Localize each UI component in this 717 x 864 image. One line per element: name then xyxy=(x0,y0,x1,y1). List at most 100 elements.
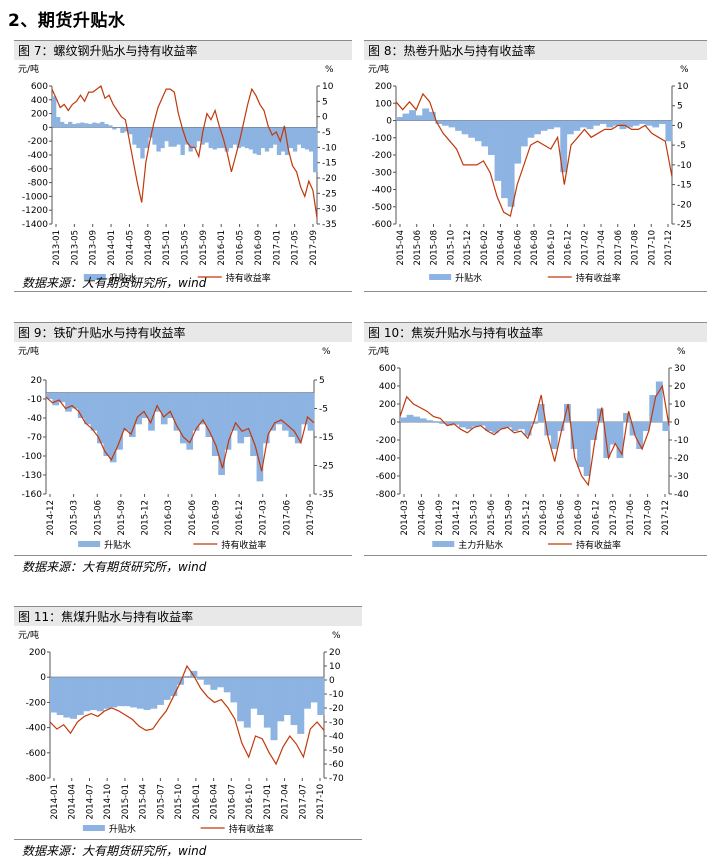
chart1-left-tick-label: -100 xyxy=(372,134,393,144)
chart2-yield-line xyxy=(45,396,315,472)
chart2-x-tick-label: 2017-09 xyxy=(306,500,316,536)
chart0-basis-bar xyxy=(300,127,306,149)
chart2-basis-bar xyxy=(116,392,123,450)
chart3-basis-bar xyxy=(636,422,644,449)
chart2-left-tick-label: -40 xyxy=(27,414,42,424)
chart0-legend-yield-label: 持有收益率 xyxy=(226,272,271,284)
chart1-x-tick-label: 2017-08 xyxy=(631,230,641,266)
chart3-x-tick-label: 2015-09 xyxy=(504,500,514,536)
chart1-basis-bar xyxy=(481,120,489,147)
chart4-right-tick-label: -40 xyxy=(329,732,344,742)
chart1-x-tick-label: 2017-10 xyxy=(647,230,657,266)
chart3-basis-bar xyxy=(531,422,539,424)
chart0-basis-bar xyxy=(288,127,294,149)
chart0-basis-bar xyxy=(168,127,173,147)
chart0-basis-bar xyxy=(212,127,217,150)
chart0-basis-bar xyxy=(216,127,221,149)
chart2-basis-bar xyxy=(269,392,277,431)
figure-10-title: 图 10：焦炭升贴水与持有收益率 xyxy=(364,322,707,342)
chart1-right-tick-label: -25 xyxy=(677,220,692,230)
figure-8-title: 图 8：热卷升贴水与持有收益率 xyxy=(364,40,707,60)
chart2-basis-bar xyxy=(97,392,104,444)
chart4-basis-bar xyxy=(197,677,205,680)
chart0-basis-bar xyxy=(256,127,262,155)
chart3-basis-bar xyxy=(426,420,434,422)
chart3-left-tick-label: -600 xyxy=(376,472,397,482)
chart0-right-tick-label: -30 xyxy=(322,205,337,215)
chart0-basis-bar xyxy=(72,123,77,128)
chart3-x-tick-label: 2014-09 xyxy=(435,500,445,536)
chart3-basis-bar xyxy=(537,404,545,422)
chart0-left-tick-label: -600 xyxy=(28,165,49,175)
chart4-left-tick-label: -800 xyxy=(26,774,47,784)
chart3-left-tick-label: -200 xyxy=(376,436,397,446)
chart4-basis-bar xyxy=(143,677,151,710)
chart3-basis-bar xyxy=(544,422,552,436)
chart2-basis-bar xyxy=(154,392,162,412)
chart0-x-tick-label: 2014-05 xyxy=(125,230,135,266)
chart1-basis-bar xyxy=(442,120,449,126)
chart0-basis-bar xyxy=(232,127,237,145)
chart0-basis-bar xyxy=(188,127,193,152)
chart4-right-unit: % xyxy=(332,631,341,641)
chart0-basis-bar xyxy=(140,127,145,159)
figure-11-bottom-rule xyxy=(14,839,362,840)
chart4-x-tick-label: 2017-04 xyxy=(281,784,291,820)
chart1-basis-bar xyxy=(501,120,509,199)
chart3-right-tick-label: 30 xyxy=(674,364,686,374)
chart2-basis-bar xyxy=(52,392,60,406)
chart1-basis-bar xyxy=(586,120,594,130)
chart3-basis-bar xyxy=(400,417,407,422)
chart3-basis-bar xyxy=(662,422,670,431)
chart3-left-tick-label: -400 xyxy=(376,454,397,464)
chart0-left-tick-label: -1400 xyxy=(22,220,48,230)
chart3-basis-bar xyxy=(616,422,624,458)
chart1-basis-bar xyxy=(658,120,666,124)
chart1-basis-bar xyxy=(606,120,614,128)
chart0-basis-bar xyxy=(276,127,282,155)
chart4-x-tick-label: 2017-07 xyxy=(298,784,308,820)
chart2-basis-bar xyxy=(77,392,85,418)
chart4-basis-bar xyxy=(56,677,64,715)
chart3-right-tick-label: -40 xyxy=(674,490,689,500)
chart1-basis-bar xyxy=(468,120,476,138)
chart3-basis-bar xyxy=(583,422,591,476)
chart2-x-tick-label: 2015-09 xyxy=(117,500,127,536)
chart2-x-tick-label: 2016-09 xyxy=(211,500,221,536)
chart1-right-tick-label: 0 xyxy=(677,121,683,131)
chart3-basis-bar xyxy=(518,422,525,430)
chart4-basis-bar xyxy=(303,677,311,709)
chart1-x-tick-label: 2016-06 xyxy=(513,230,523,266)
chart4-right-tick-label: 0 xyxy=(329,676,335,686)
chart0-basis-bar xyxy=(128,127,133,135)
chart1-right-tick-label: -10 xyxy=(677,161,692,171)
chart3-right-tick-label: -10 xyxy=(674,436,689,446)
chart4-basis-bar xyxy=(270,677,278,741)
chart0-x-tick-label: 2013-09 xyxy=(89,230,99,266)
chart1-left-tick-label: -300 xyxy=(372,168,393,178)
chart2-right-tick-label: -15 xyxy=(319,433,334,443)
figure-7-bottom-rule xyxy=(14,291,352,292)
chart4-basis-bar xyxy=(130,677,138,708)
chart4-right-tick-label: -50 xyxy=(329,746,344,756)
chart0-x-tick-label: 2015-09 xyxy=(199,230,209,266)
chart2-basis-bar xyxy=(262,392,270,444)
chart1-x-tick-label: 2017-02 xyxy=(580,230,590,266)
figure-10-chart: 元/吨 % 600 400 200 0 -200 -400 -600 -800 30 20 10 0 -10… xyxy=(368,345,689,551)
chart1-basis-bar xyxy=(428,111,436,121)
chart2-basis-bar xyxy=(256,392,264,482)
figure-9-chart: 元/吨 %20-10-40-70-100-130-1605-5-15-25-352… xyxy=(18,345,334,551)
chart0-basis-bar xyxy=(112,127,117,130)
chart1-basis-bar xyxy=(612,120,620,126)
chart0-basis-bar xyxy=(96,123,101,128)
chart2-basis-bar xyxy=(211,392,219,456)
chart1-x-tick-label: 2015-04 xyxy=(396,230,406,266)
chart4-x-tick-label: 2014-01 xyxy=(50,784,60,820)
chart0-basis-bar xyxy=(304,127,310,150)
figure-10-bottom-rule xyxy=(364,555,707,556)
chart1-left-tick-label: 200 xyxy=(375,82,392,92)
chart4-basis-bar xyxy=(317,677,325,715)
chart2-basis-bar xyxy=(135,392,143,425)
chart1-basis-bar xyxy=(474,120,482,142)
chart0-basis-bar xyxy=(196,127,201,142)
